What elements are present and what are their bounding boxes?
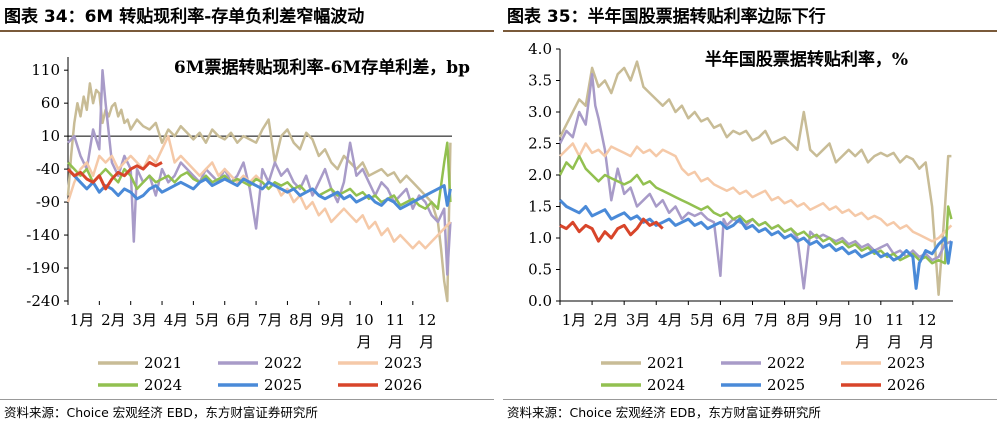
y-tick-label: -190 xyxy=(26,259,60,277)
x-tick-label: 5月 xyxy=(690,311,715,329)
x-tick-label-sub: 月 xyxy=(357,333,372,351)
y-tick-label: 10 xyxy=(41,127,60,145)
y-tick-label: 60 xyxy=(41,94,60,112)
right-chart-panel: 图表 35：半年国股票据转贴利率边际下行 0.0 0.5 1.0 1.5 2.0 2.5 3… xyxy=(503,0,997,423)
legend-label-2025: 2025 xyxy=(264,376,302,394)
legend-label-2026: 2026 xyxy=(887,376,925,394)
legend-label-2021: 2021 xyxy=(144,354,182,372)
y-tick-label: -40 xyxy=(36,160,60,178)
series-line-2024 xyxy=(558,154,953,265)
series-line-2023 xyxy=(66,134,452,250)
series-line-2022 xyxy=(67,68,452,276)
y-tick-label: -240 xyxy=(26,292,60,310)
title-rule xyxy=(503,30,997,32)
legend-label-2025: 2025 xyxy=(767,376,805,394)
source-note: 资料来源：Choice 宏观经济 EDB，东方财富证券研究所 xyxy=(507,405,821,420)
x-tick-label: 10 xyxy=(853,311,872,329)
chart-title: 6M票据转贴现利率-6M存单利差，bp xyxy=(174,57,470,78)
series-line-2025 xyxy=(558,199,953,290)
x-tick-label: 9月 xyxy=(818,311,843,329)
x-tick-label: 10 xyxy=(355,311,374,329)
y-tick-label: -140 xyxy=(26,226,60,244)
source-note: 资料来源：Choice 宏观经济 EBD，东方财富证券研究所 xyxy=(4,405,318,420)
x-tick-label: 7月 xyxy=(258,311,283,329)
y-tick-label: 2.5 xyxy=(528,135,552,153)
x-tick-label: 4月 xyxy=(164,311,189,329)
y-tick-label: 1.5 xyxy=(528,198,552,216)
x-tick-label: 1月 xyxy=(562,311,587,329)
y-tick-label: 3.5 xyxy=(528,72,552,90)
x-tick-label: 8月 xyxy=(786,311,811,329)
legend-label-2022: 2022 xyxy=(767,354,805,372)
y-tick-label: 0.5 xyxy=(528,261,552,279)
legend-label-2022: 2022 xyxy=(264,354,302,372)
x-tick-label: 3月 xyxy=(132,311,157,329)
x-tick-label: 12 xyxy=(417,311,436,329)
chart-title: 半年国股票据转贴利率，% xyxy=(705,49,908,70)
y-tick-label: 2.0 xyxy=(528,166,552,184)
x-tick-label-sub: 月 xyxy=(388,333,403,351)
line-chart: 0.0 0.5 1.0 1.5 2.0 2.5 3.0 3.5 4.0 1月 2月 3月 4月 5月 6月 7… xyxy=(528,40,953,394)
y-tick-label: 1.0 xyxy=(528,229,552,247)
legend-label-2021: 2021 xyxy=(647,354,685,372)
series-line-2022 xyxy=(558,72,952,290)
legend-label-2024: 2024 xyxy=(144,376,182,394)
source-rule xyxy=(0,399,494,400)
x-tick-label: 6月 xyxy=(722,311,747,329)
figure-title: 图表 35：半年国股票据转贴利率边际下行 xyxy=(507,7,826,27)
y-tick-label: 0.0 xyxy=(528,292,552,310)
legend-label-2026: 2026 xyxy=(384,376,422,394)
series-line-2021 xyxy=(558,60,952,296)
series-line-2026 xyxy=(66,161,163,191)
line-chart: -240 -190 -140 -90 -40 10 60 110 1月 2月 3月 4月 5月 6月 7月 8… xyxy=(26,57,470,394)
legend-label-2023: 2023 xyxy=(384,354,422,372)
series-line-2023 xyxy=(559,142,953,243)
x-tick-label-sub: 月 xyxy=(419,333,434,351)
x-tick-label-sub: 月 xyxy=(855,333,870,351)
y-tick-label: 110 xyxy=(31,61,60,79)
series-line-2026 xyxy=(559,217,664,243)
y-tick-label: -90 xyxy=(36,193,60,211)
series-line-2024 xyxy=(67,141,452,210)
x-tick-label: 4月 xyxy=(658,311,683,329)
y-tick-label: 3.0 xyxy=(528,103,552,121)
x-tick-label: 3月 xyxy=(626,311,651,329)
x-tick-label: 2月 xyxy=(101,311,126,329)
series-line-2025 xyxy=(66,168,452,211)
x-tick-label: 11 xyxy=(386,311,405,329)
x-tick-label: 6月 xyxy=(226,311,251,329)
x-tick-label: 1月 xyxy=(70,311,95,329)
x-tick-label-sub: 月 xyxy=(919,333,934,351)
x-tick-label: 7月 xyxy=(754,311,779,329)
x-tick-label: 8月 xyxy=(289,311,314,329)
x-tick-label: 12 xyxy=(917,311,936,329)
x-tick-label: 9月 xyxy=(321,311,346,329)
x-tick-label: 5月 xyxy=(195,311,220,329)
legend-label-2023: 2023 xyxy=(887,354,925,372)
y-tick-label: 4.0 xyxy=(528,40,552,58)
x-tick-label: 11 xyxy=(885,311,904,329)
figure-title: 图表 34：6M 转贴现利率-存单负利差窄幅波动 xyxy=(4,7,365,27)
x-tick-label-sub: 月 xyxy=(887,333,902,351)
title-rule xyxy=(0,30,494,32)
left-chart-panel: 图表 34：6M 转贴现利率-存单负利差窄幅波动 -240 -190 -140 -90… xyxy=(0,0,494,423)
source-rule xyxy=(503,399,997,400)
x-tick-label: 2月 xyxy=(594,311,619,329)
legend-label-2024: 2024 xyxy=(647,376,685,394)
